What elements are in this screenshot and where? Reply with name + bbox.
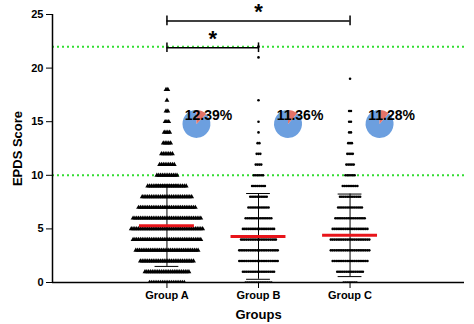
svg-text:25: 25: [31, 8, 43, 20]
svg-text:10: 10: [31, 169, 43, 181]
svg-text:12.39%: 12.39%: [185, 107, 233, 123]
svg-text:Group B: Group B: [237, 289, 281, 301]
svg-text:EPDS Score: EPDS Score: [10, 111, 25, 186]
svg-text:*: *: [254, 0, 263, 24]
svg-text:Group C: Group C: [328, 289, 372, 301]
svg-text:*: *: [208, 26, 217, 51]
svg-text:5: 5: [37, 222, 43, 234]
svg-text:11.28%: 11.28%: [368, 107, 415, 123]
svg-text:11.36%: 11.36%: [277, 107, 324, 123]
svg-text:Group A: Group A: [145, 289, 189, 301]
svg-text:20: 20: [31, 62, 43, 74]
svg-text:0: 0: [37, 276, 43, 288]
svg-text:Groups: Groups: [235, 307, 281, 322]
svg-text:15: 15: [31, 115, 43, 127]
